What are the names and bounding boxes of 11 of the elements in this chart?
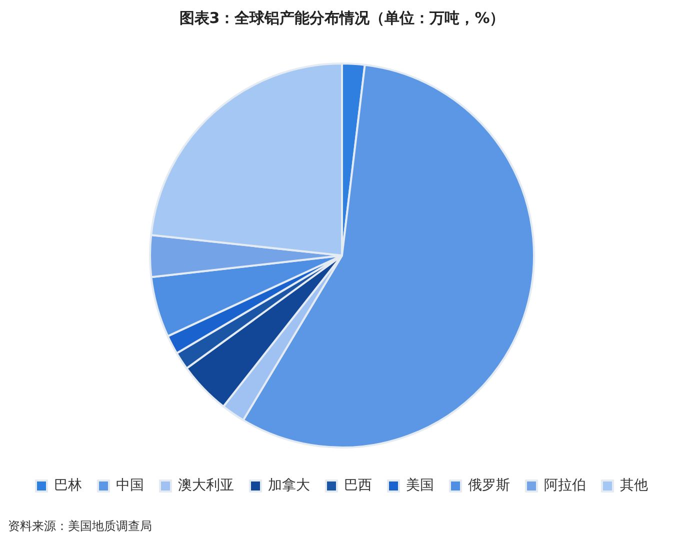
legend-label: 中国	[116, 478, 144, 494]
legend-label: 巴林	[54, 478, 82, 494]
text: 资料来源：美国地质调查局	[8, 519, 152, 534]
legend-label: 澳大利亚	[178, 478, 234, 494]
legend-label: 俄罗斯	[468, 478, 510, 494]
legend-label: 美国	[406, 478, 434, 494]
legend-label: 巴西	[344, 478, 372, 494]
legend-label: 其他	[620, 478, 648, 494]
legend-label: 阿拉伯	[544, 478, 586, 494]
legend-label: 加拿大	[268, 478, 310, 494]
chart-title: 图表3：全球铝产能分布情况（单位：万吨，%）	[179, 8, 505, 27]
